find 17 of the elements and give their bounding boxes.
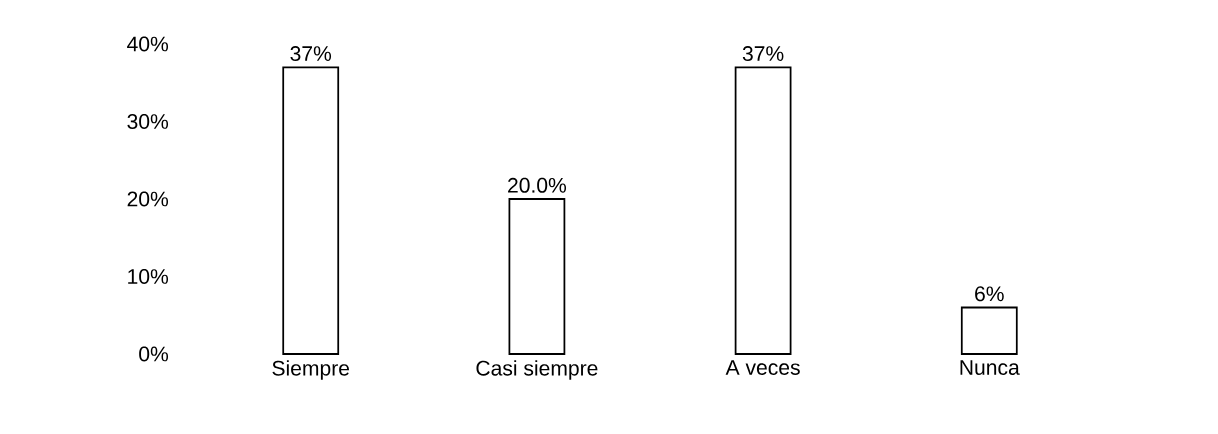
x-tick-label: A veces [725, 360, 800, 375]
y-tick-label: 30% [127, 114, 169, 129]
data-label: 6% [975, 286, 1004, 302]
y-tick-label: 0% [139, 346, 169, 362]
bar [282, 66, 340, 355]
x-tick-label: Nunca [960, 360, 1020, 375]
data-label: 20.0% [508, 177, 567, 193]
x-tick-label: Siempre [272, 360, 350, 380]
y-tick-label: 40% [127, 36, 169, 52]
bar [734, 66, 792, 355]
data-label: 37% [742, 46, 784, 62]
x-tick-label: Casi siempre [476, 360, 598, 380]
bar [960, 306, 1018, 355]
y-tick-label: 20% [127, 191, 169, 207]
bar [508, 198, 566, 355]
data-label: 37% [290, 46, 332, 62]
y-tick-label: 10% [128, 269, 169, 284]
